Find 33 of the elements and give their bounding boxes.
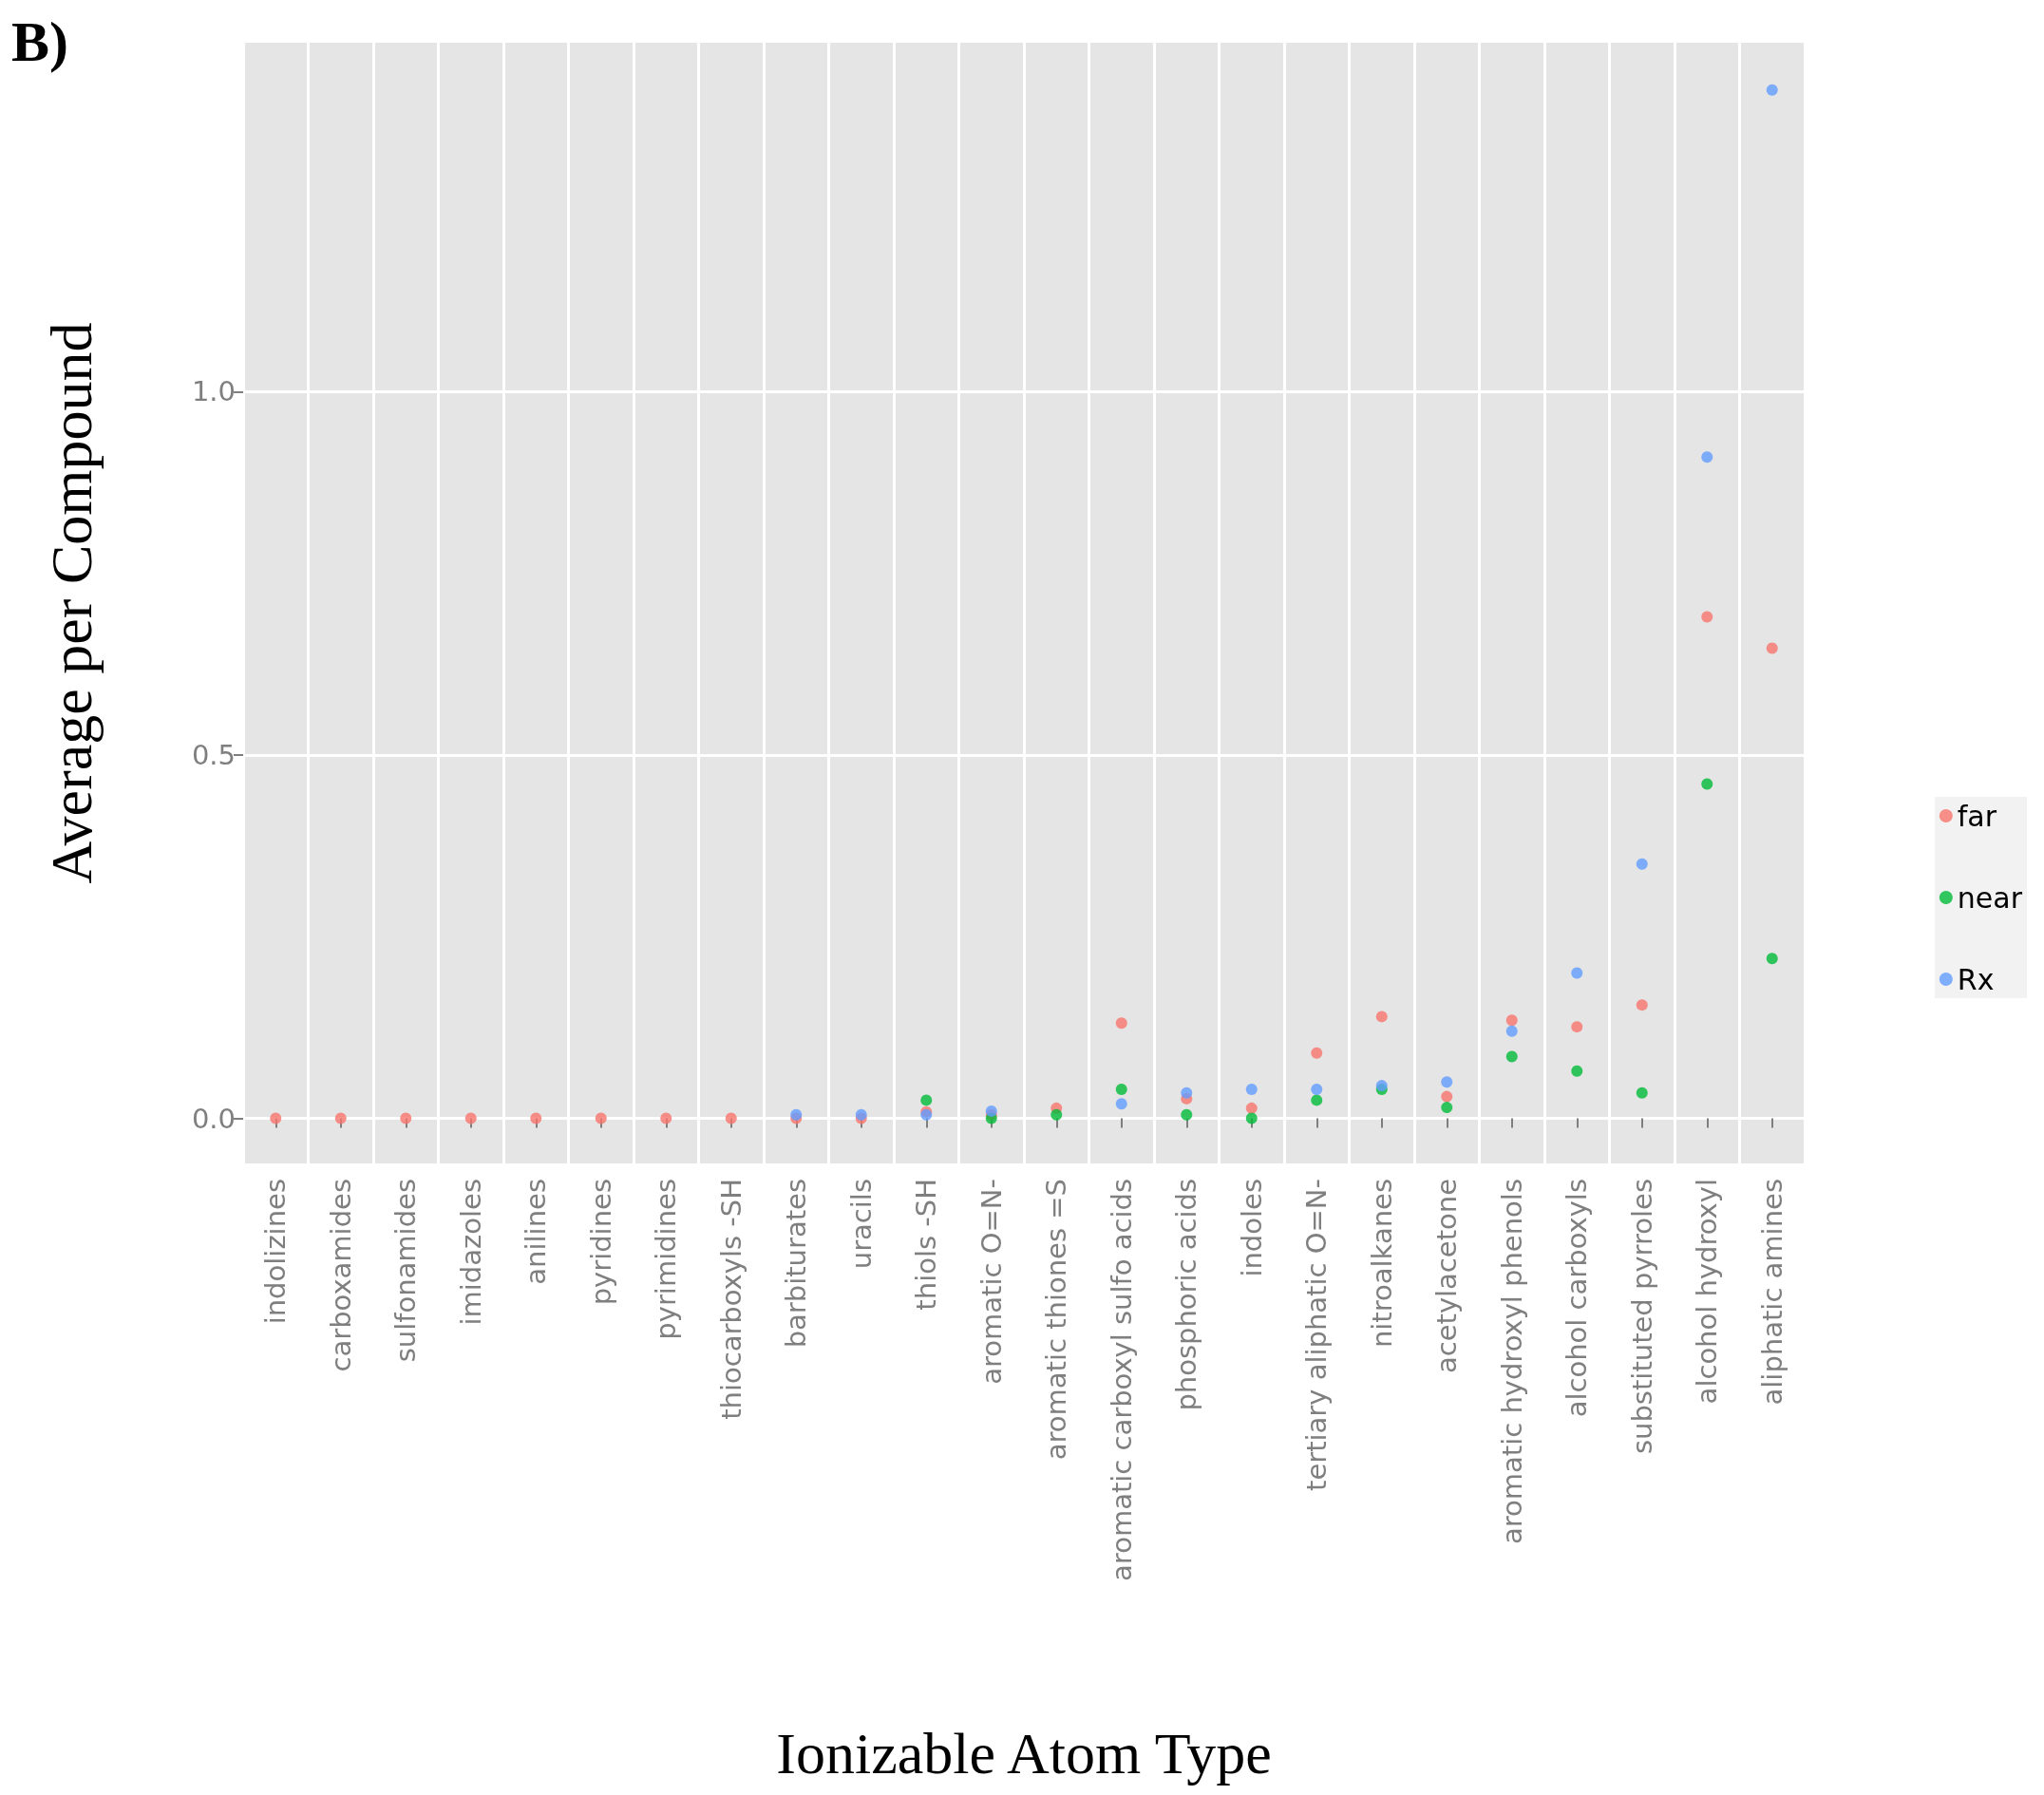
x-tick-label: acetylacetone (1430, 1179, 1464, 1374)
y-tick-label: 1.0 (191, 375, 236, 408)
x-tick-label: phosphoric acids (1170, 1179, 1203, 1411)
legend-label: Rx (1957, 962, 1995, 996)
x-tick-label: aromatic O=N- (975, 1179, 1008, 1385)
x-tick-label: pyridines (584, 1179, 617, 1306)
y-tick-label: 0.5 (191, 738, 236, 771)
x-tick-label: alcohol carboxyls (1561, 1179, 1594, 1418)
x-tick-label: barbiturates (780, 1179, 813, 1349)
x-axis-title: Ionizable Atom Type (776, 1721, 1272, 1786)
legend-label: near (1957, 880, 2023, 915)
x-tick-label: alcohol hydroxyl (1691, 1179, 1724, 1405)
y-axis-title: Average per Compound (39, 322, 104, 884)
x-tick-label: pyrimidines (650, 1179, 683, 1340)
x-tick-label: thiocarboxyls -SH (714, 1179, 748, 1420)
x-tick-label: indolizines (259, 1179, 293, 1325)
x-tick-label: tertiary aliphatic O=N- (1300, 1179, 1334, 1491)
x-tick-label: sulfonamides (389, 1179, 423, 1363)
x-tick-label: thiols -SH (910, 1179, 943, 1311)
x-tick-label: indoles (1235, 1179, 1268, 1277)
x-tick-label: aromatic hydroxyl phenols (1495, 1179, 1528, 1545)
x-tick-label: carboxamides (324, 1179, 357, 1372)
x-tick-label: anilines (520, 1179, 553, 1285)
x-tick-label: imidazoles (454, 1179, 487, 1326)
text: B) (11, 10, 68, 73)
y-tick-label: 0.0 (191, 1102, 236, 1135)
x-tick-label: aliphatic amines (1755, 1179, 1788, 1406)
x-tick-label: aromatic thiones =S (1040, 1179, 1073, 1461)
x-tick-label: aromatic carboxyl sulfo acids (1105, 1179, 1138, 1581)
legend-label: far (1957, 799, 1997, 833)
x-tick-label: uracils (844, 1179, 878, 1270)
x-tick-label: substituted pyrroles (1625, 1179, 1658, 1455)
x-tick-label: nitroalkanes (1365, 1179, 1398, 1349)
